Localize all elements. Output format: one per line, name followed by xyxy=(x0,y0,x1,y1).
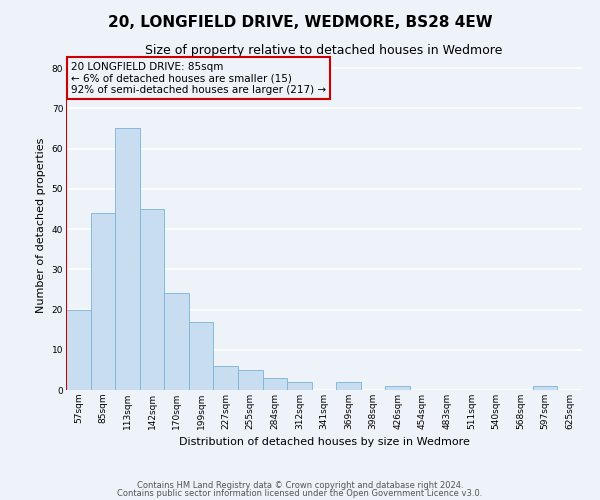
Bar xyxy=(263,378,287,390)
Text: Contains public sector information licensed under the Open Government Licence v3: Contains public sector information licen… xyxy=(118,488,482,498)
Bar xyxy=(140,209,164,390)
Text: Contains HM Land Registry data © Crown copyright and database right 2024.: Contains HM Land Registry data © Crown c… xyxy=(137,481,463,490)
Bar xyxy=(91,213,115,390)
Bar xyxy=(164,294,189,390)
Bar xyxy=(287,382,312,390)
Bar xyxy=(189,322,214,390)
Text: 20, LONGFIELD DRIVE, WEDMORE, BS28 4EW: 20, LONGFIELD DRIVE, WEDMORE, BS28 4EW xyxy=(107,15,493,30)
X-axis label: Distribution of detached houses by size in Wedmore: Distribution of detached houses by size … xyxy=(179,438,469,448)
Text: 20 LONGFIELD DRIVE: 85sqm
← 6% of detached houses are smaller (15)
92% of semi-d: 20 LONGFIELD DRIVE: 85sqm ← 6% of detach… xyxy=(71,62,326,95)
Bar xyxy=(115,128,140,390)
Bar xyxy=(533,386,557,390)
Bar xyxy=(385,386,410,390)
Bar xyxy=(336,382,361,390)
Bar xyxy=(66,310,91,390)
Y-axis label: Number of detached properties: Number of detached properties xyxy=(36,138,46,312)
Title: Size of property relative to detached houses in Wedmore: Size of property relative to detached ho… xyxy=(145,44,503,58)
Bar xyxy=(214,366,238,390)
Bar xyxy=(238,370,263,390)
